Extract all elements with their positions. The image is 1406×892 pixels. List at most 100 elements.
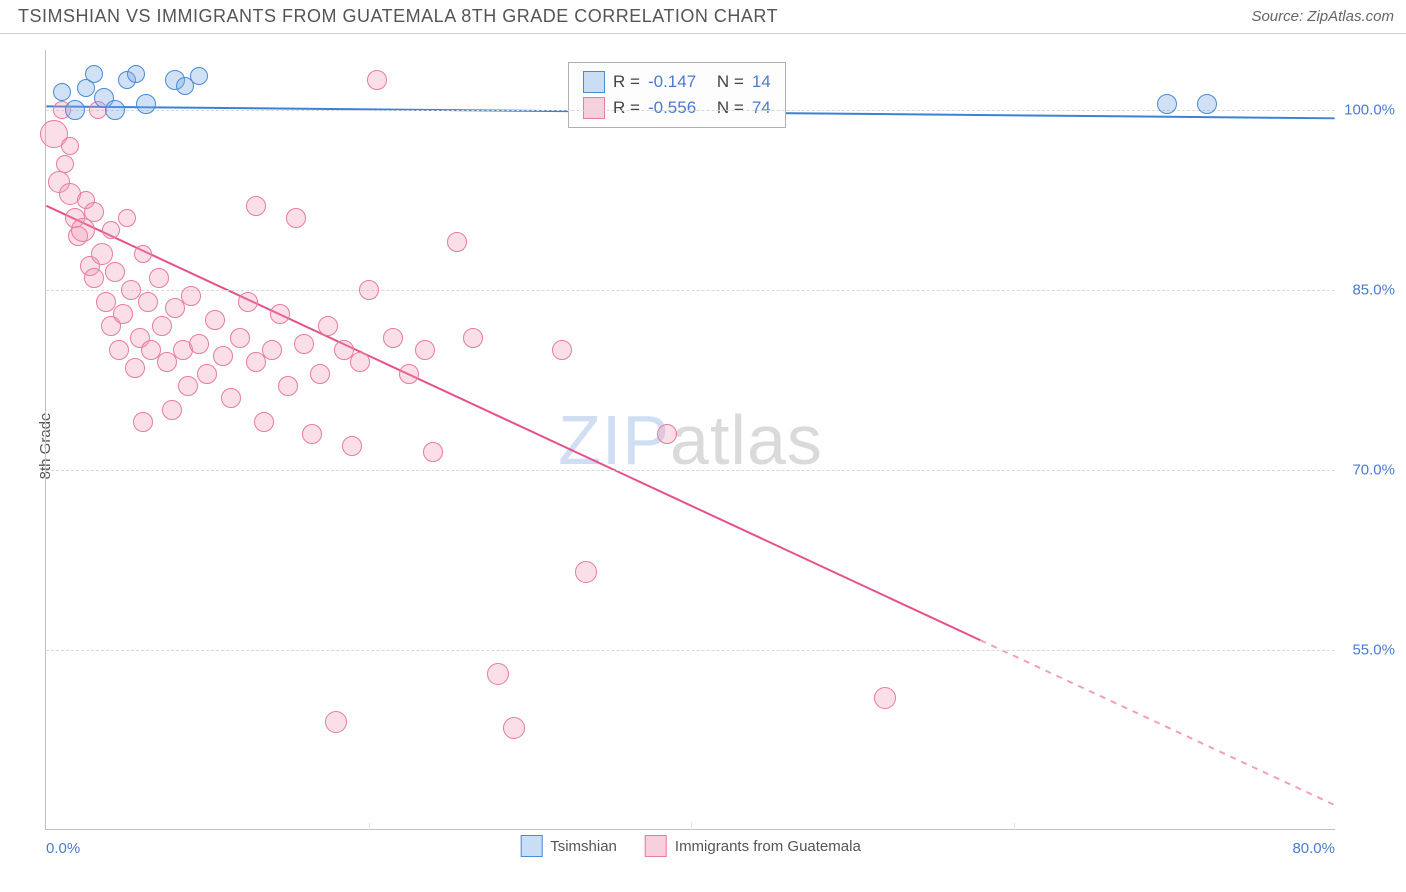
plot-area: ZIPatlas R = -0.147 N = 14 R = -0.556 N …: [45, 50, 1335, 830]
data-point: [399, 364, 419, 384]
legend-label-guatemala: Immigrants from Guatemala: [675, 838, 861, 855]
data-point: [463, 328, 483, 348]
data-point: [65, 100, 85, 120]
data-point: [310, 364, 330, 384]
data-point: [246, 196, 266, 216]
data-point: [105, 262, 125, 282]
stats-row-guatemala: R = -0.556 N = 74: [583, 95, 771, 121]
xtick-label: 80.0%: [1292, 840, 1335, 857]
r-label: R =: [613, 98, 640, 118]
gridline-h: [46, 470, 1335, 471]
ytick-label: 100.0%: [1340, 102, 1395, 119]
data-point: [270, 304, 290, 324]
data-point: [138, 292, 158, 312]
data-point: [487, 663, 509, 685]
data-point: [181, 286, 201, 306]
gridline-v: [691, 822, 692, 830]
legend-label-tsimshian: Tsimshian: [550, 838, 617, 855]
data-point: [102, 221, 120, 239]
chart-title: TSIMSHIAN VS IMMIGRANTS FROM GUATEMALA 8…: [18, 6, 778, 27]
data-point: [278, 376, 298, 396]
data-point: [149, 268, 169, 288]
data-point: [118, 209, 136, 227]
data-point: [230, 328, 250, 348]
data-point: [53, 83, 71, 101]
data-point: [189, 334, 209, 354]
data-point: [383, 328, 403, 348]
data-point: [56, 155, 74, 173]
chart-header: TSIMSHIAN VS IMMIGRANTS FROM GUATEMALA 8…: [0, 0, 1406, 34]
data-point: [84, 268, 104, 288]
data-point: [221, 388, 241, 408]
stats-row-tsimshian: R = -0.147 N = 14: [583, 69, 771, 95]
data-point: [359, 280, 379, 300]
data-point: [874, 687, 896, 709]
data-point: [105, 100, 125, 120]
trend-lines: [46, 50, 1335, 829]
legend-item-tsimshian: Tsimshian: [520, 835, 617, 857]
data-point: [286, 208, 306, 228]
data-point: [205, 310, 225, 330]
data-point: [503, 717, 525, 739]
data-point: [84, 202, 104, 222]
data-point: [1197, 94, 1217, 114]
stats-box: R = -0.147 N = 14 R = -0.556 N = 74: [568, 62, 786, 128]
data-point: [1157, 94, 1177, 114]
data-point: [657, 424, 677, 444]
data-point: [367, 70, 387, 90]
chart-source: Source: ZipAtlas.com: [1251, 8, 1394, 25]
data-point: [61, 137, 79, 155]
guatemala-n: 74: [752, 98, 771, 118]
data-point: [133, 412, 153, 432]
gridline-h: [46, 110, 1335, 111]
data-point: [136, 94, 156, 114]
n-label: N =: [717, 72, 744, 92]
data-point: [575, 561, 597, 583]
data-point: [350, 352, 370, 372]
data-point: [91, 243, 113, 265]
legend-item-guatemala: Immigrants from Guatemala: [645, 835, 861, 857]
gridline-v: [369, 822, 370, 830]
data-point: [152, 316, 172, 336]
data-point: [134, 245, 152, 263]
data-point: [197, 364, 217, 384]
data-point: [162, 400, 182, 420]
data-point: [213, 346, 233, 366]
data-point: [113, 304, 133, 324]
data-point: [447, 232, 467, 252]
data-point: [238, 292, 258, 312]
data-point: [85, 65, 103, 83]
data-point: [415, 340, 435, 360]
n-label: N =: [717, 98, 744, 118]
data-point: [254, 412, 274, 432]
data-point: [302, 424, 322, 444]
legend-swatch-tsimshian: [520, 835, 542, 857]
data-point: [96, 292, 116, 312]
swatch-tsimshian: [583, 71, 605, 93]
data-point: [342, 436, 362, 456]
guatemala-r: -0.556: [648, 98, 696, 118]
swatch-guatemala: [583, 97, 605, 119]
gridline-v: [1014, 822, 1015, 830]
data-point: [325, 711, 347, 733]
data-point: [318, 316, 338, 336]
watermark-part1: ZIP: [558, 401, 670, 479]
data-point: [190, 67, 208, 85]
xtick-label: 0.0%: [46, 840, 80, 857]
data-point: [294, 334, 314, 354]
data-point: [127, 65, 145, 83]
legend: Tsimshian Immigrants from Guatemala: [520, 835, 861, 857]
data-point: [262, 340, 282, 360]
gridline-h: [46, 650, 1335, 651]
watermark-part2: atlas: [670, 401, 823, 479]
data-point: [178, 376, 198, 396]
gridline-h: [46, 290, 1335, 291]
data-point: [109, 340, 129, 360]
ytick-label: 70.0%: [1340, 462, 1395, 479]
watermark: ZIPatlas: [558, 400, 823, 480]
data-point: [423, 442, 443, 462]
data-point: [125, 358, 145, 378]
legend-swatch-guatemala: [645, 835, 667, 857]
ytick-label: 85.0%: [1340, 282, 1395, 299]
data-point: [552, 340, 572, 360]
